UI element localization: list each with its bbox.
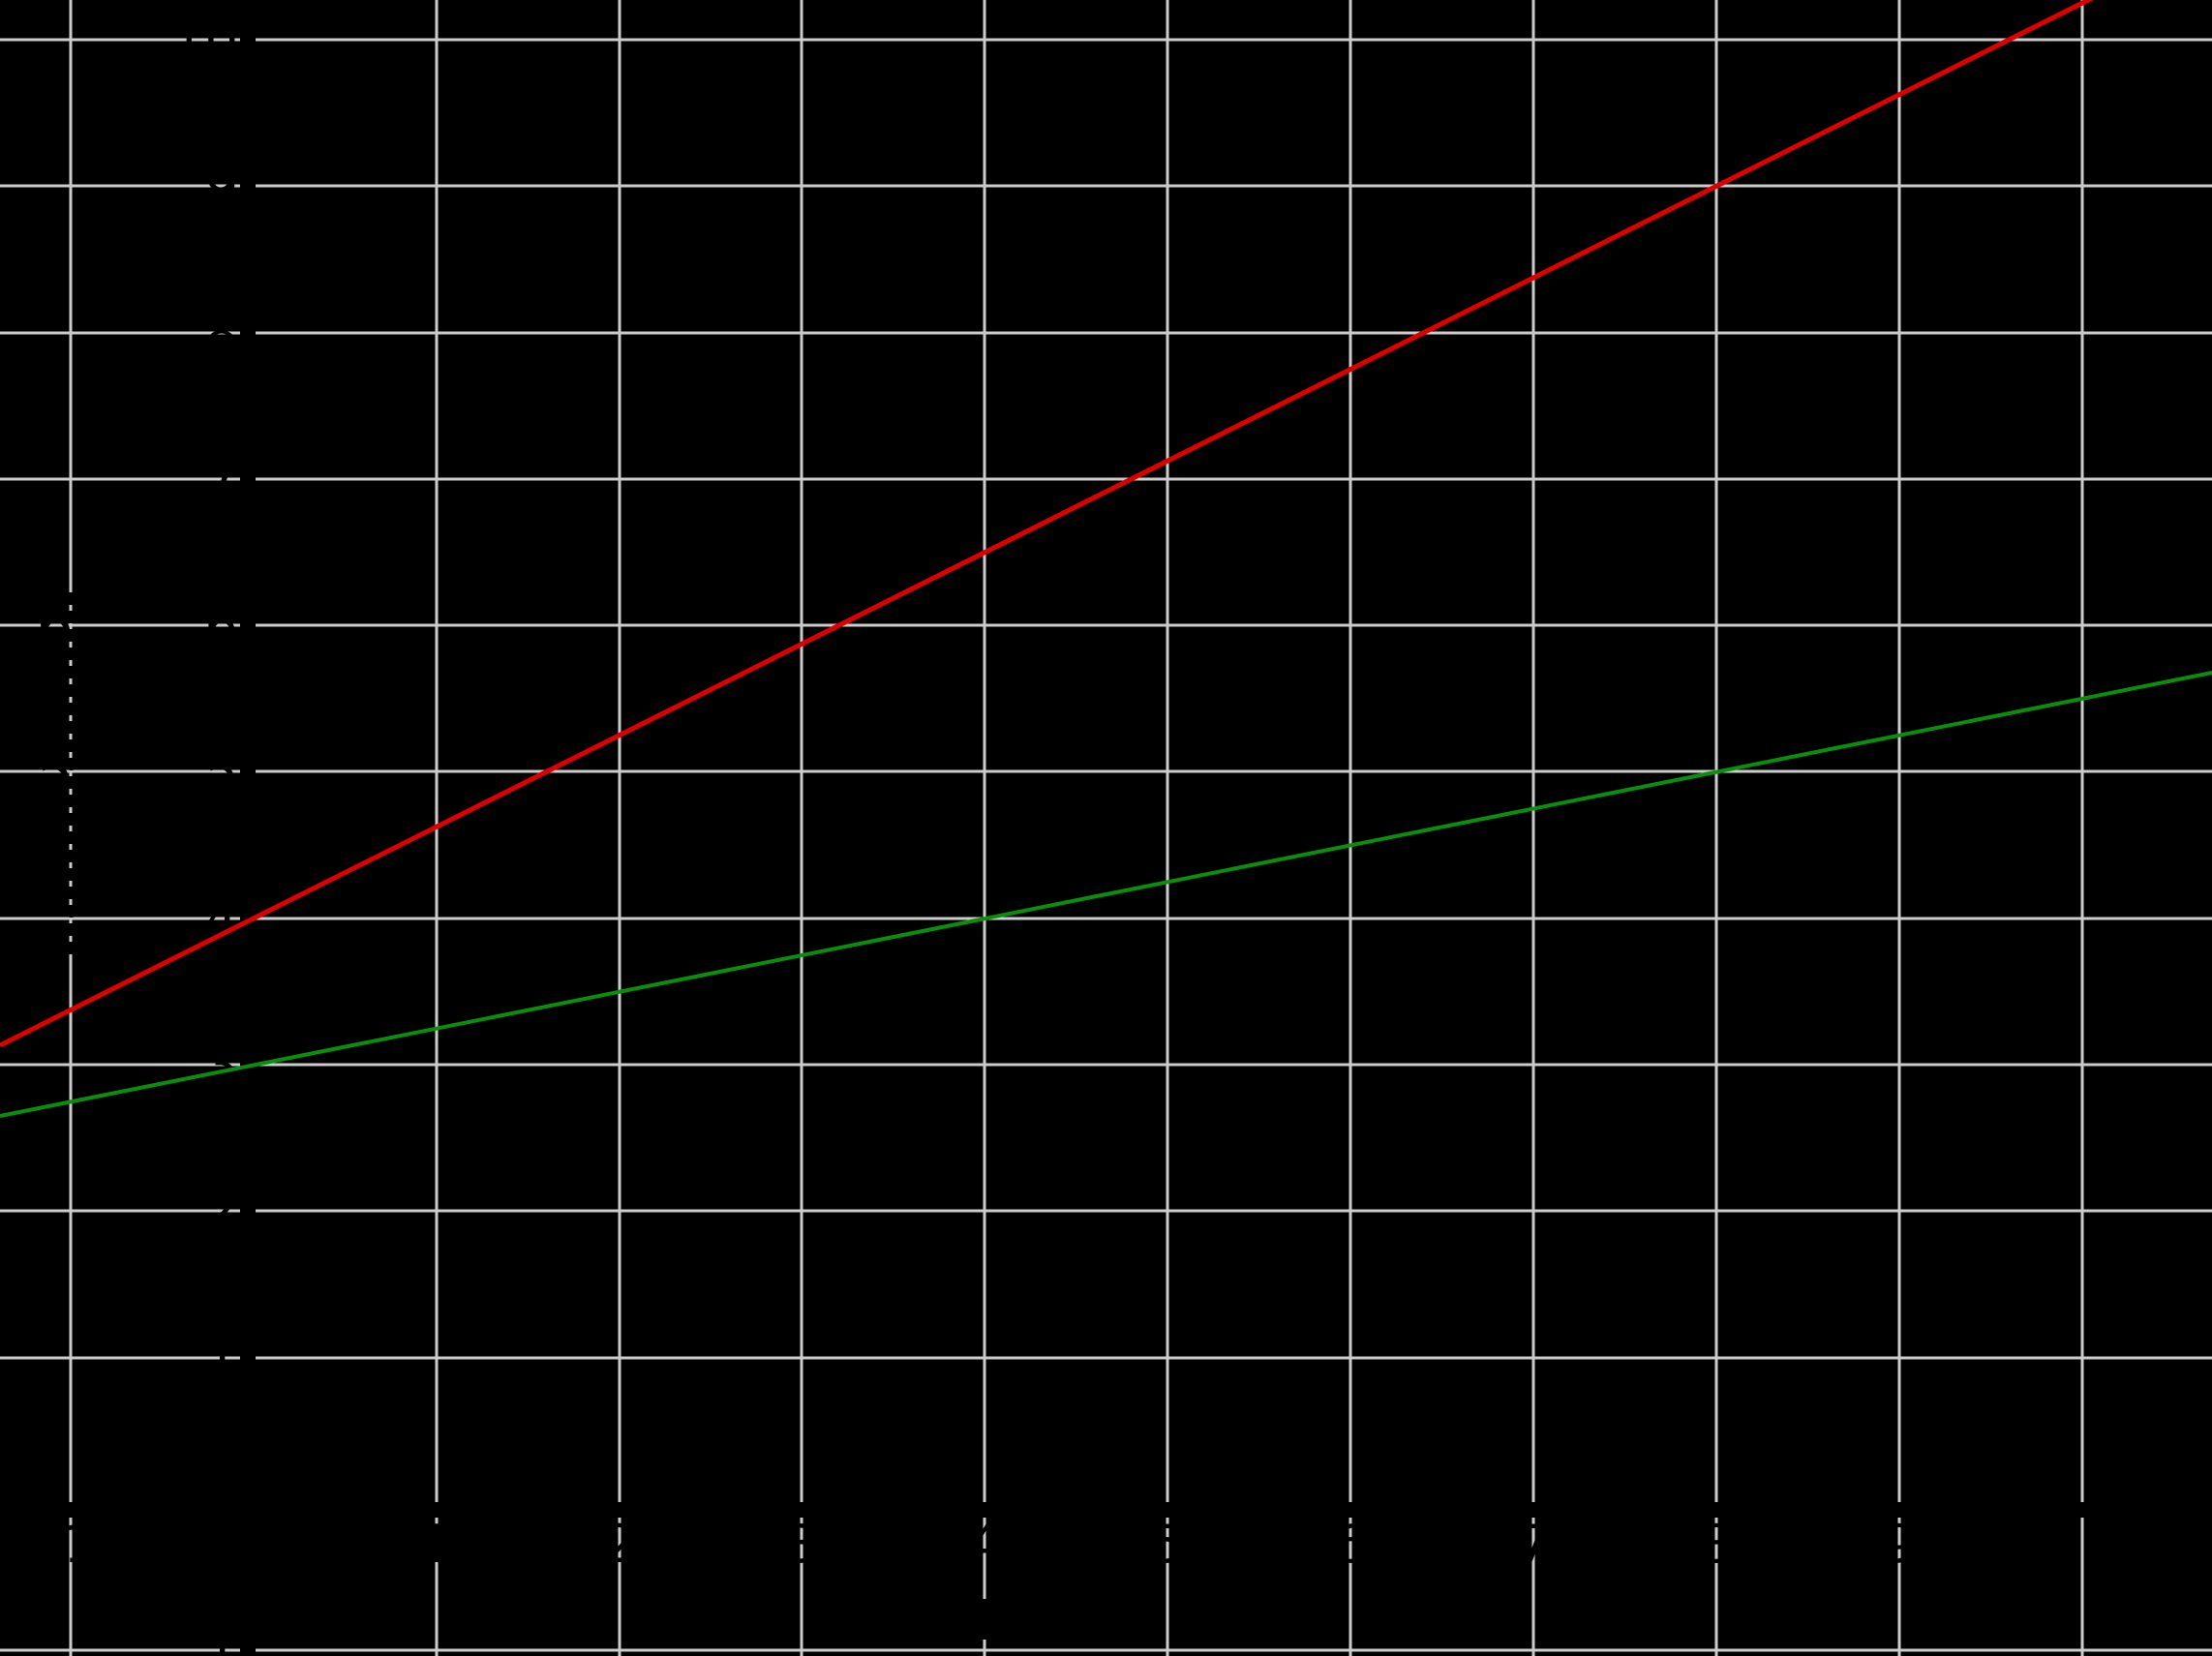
x-tick-label: 10 — [2049, 1514, 2116, 1575]
x-tick-label: 9 — [1883, 1514, 1916, 1575]
x-tick-label: 2 — [603, 1514, 636, 1575]
red-function-line — [0, 0, 2094, 1048]
x-tick-label: -1 — [45, 1514, 97, 1575]
y-tick-label: 7 — [205, 449, 238, 510]
x-tick-label: 3 — [785, 1514, 818, 1575]
y-tick-label: 1 — [205, 1328, 238, 1389]
x-tick-label: 4 — [968, 1514, 1001, 1575]
x-tick-label: 6 — [1334, 1514, 1367, 1575]
y-tick-label: 6 — [205, 595, 238, 656]
y-tick-label: 9 — [205, 156, 238, 217]
edge-axis-label-fragment: 6 — [37, 592, 74, 660]
x-tick-label: 5 — [1151, 1514, 1184, 1575]
x-tick-label: 1 — [420, 1514, 453, 1575]
y-tick-label: 8 — [205, 303, 238, 364]
edge-axis-label-fragment: 5 — [37, 738, 74, 806]
y-tick-label: 3 — [205, 1035, 238, 1096]
green-function-line — [0, 671, 2212, 1118]
x-tick-label: 0 — [216, 1514, 249, 1575]
y-tick-label: -1 — [186, 1620, 238, 1656]
y-tick-label: 10 — [171, 10, 238, 71]
x-tick-label: 7 — [1517, 1514, 1550, 1575]
y-tick-label: 5 — [205, 741, 238, 802]
x-tick-label: 8 — [1700, 1514, 1733, 1575]
y-tick-label: 2 — [205, 1181, 238, 1242]
